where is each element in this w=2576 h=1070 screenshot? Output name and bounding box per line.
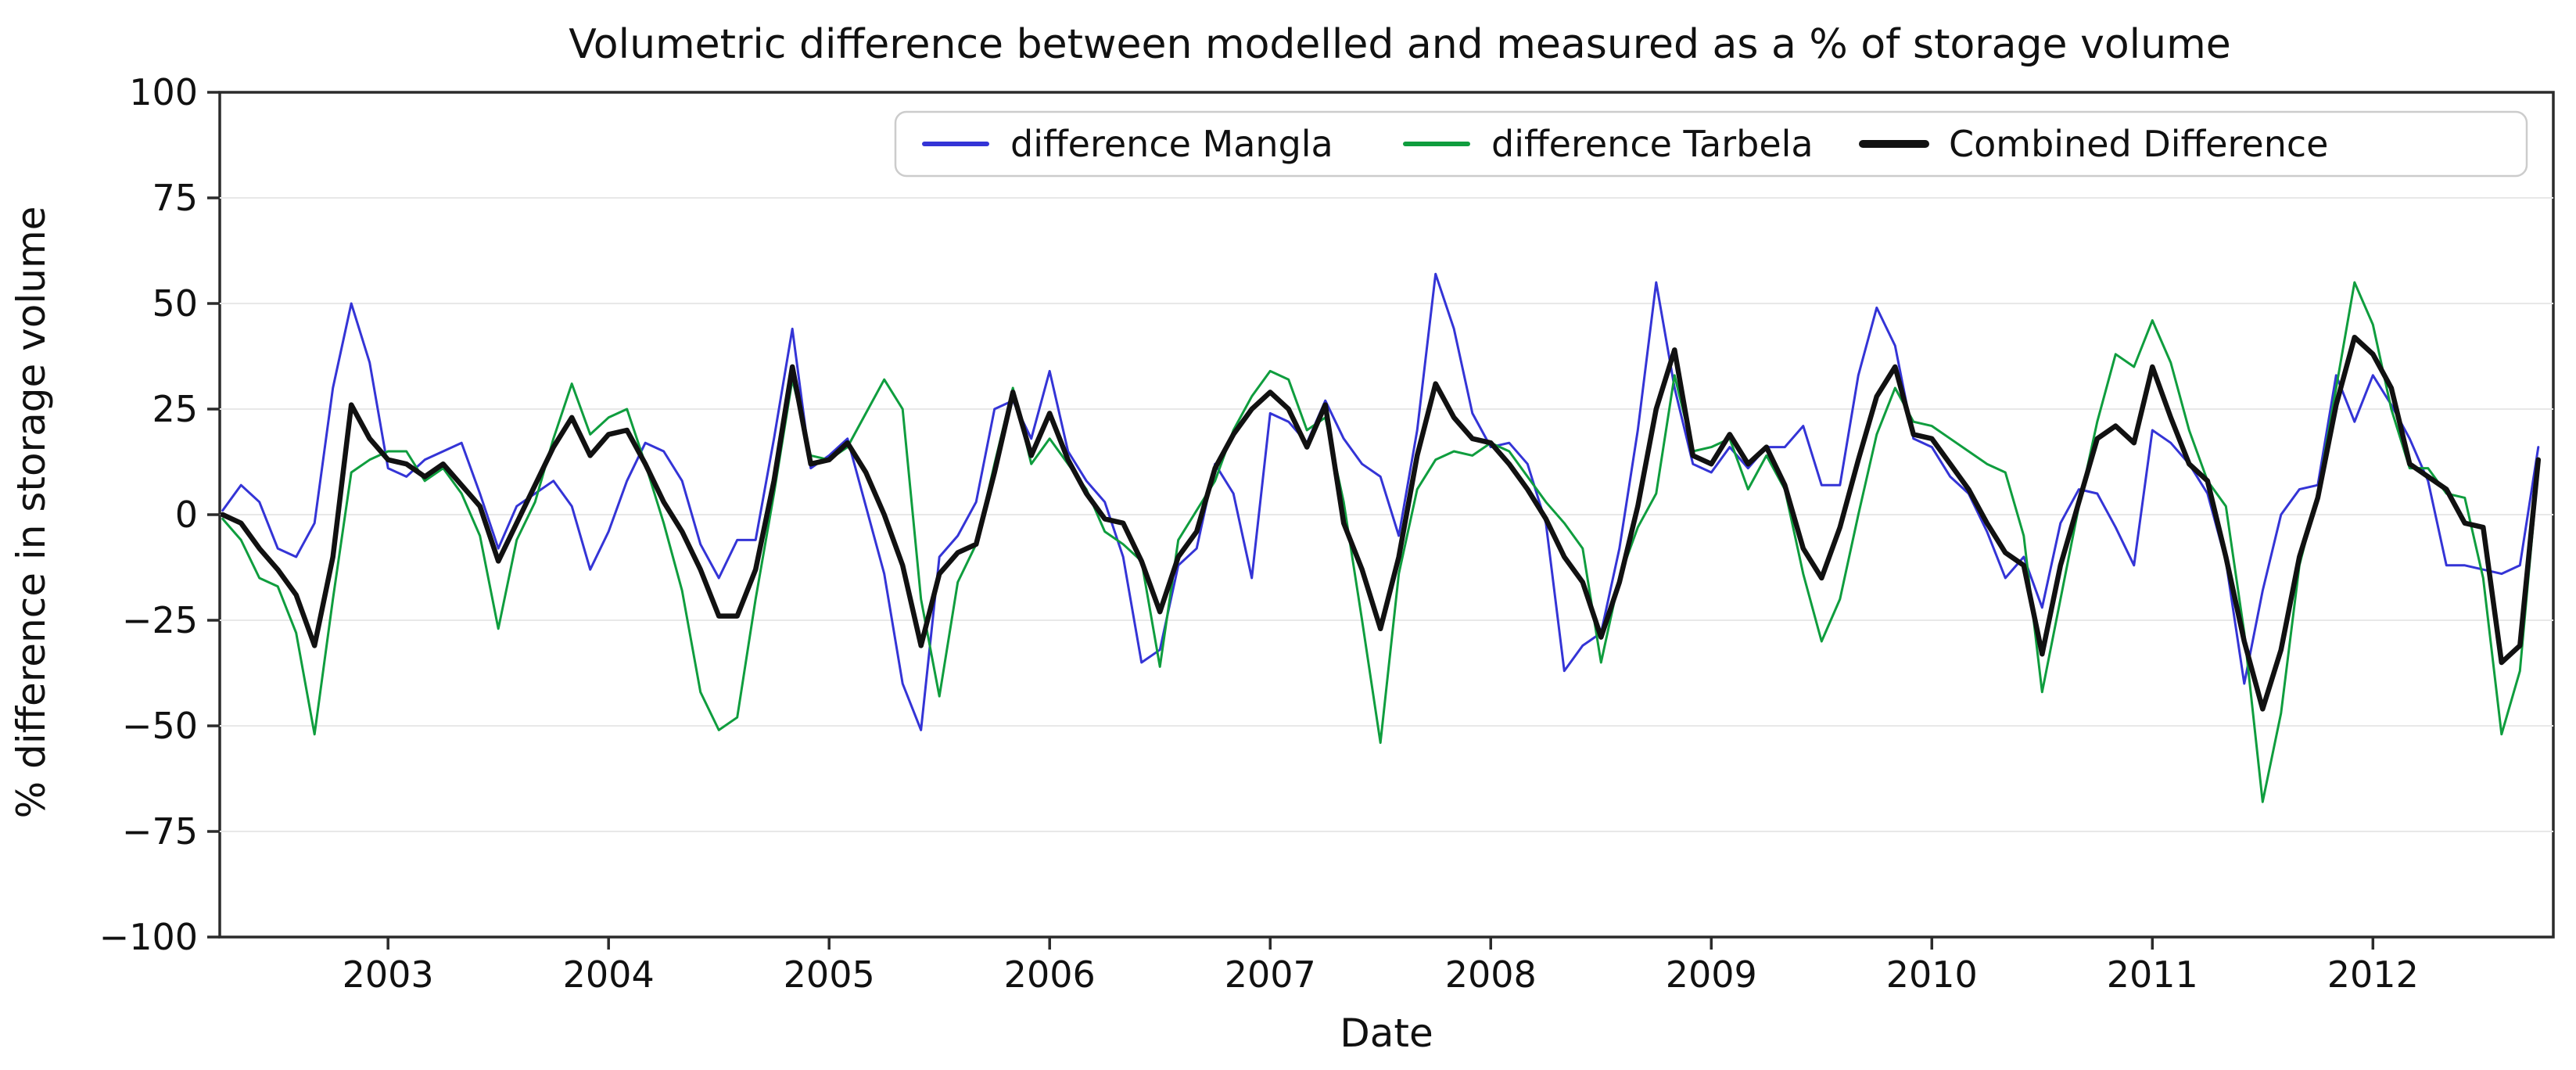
legend-box [894,110,2528,178]
series-line-combined-difference [220,334,2542,712]
y-tick-label--100: −100 [99,916,198,958]
x-axis-label: Date [1340,1011,1433,1056]
legend-label-tarbela: difference Tarbela [1491,123,1814,165]
y-tick-label-0: 0 [175,494,198,536]
y-tick-label-50: 50 [152,282,198,325]
x-tick-label-2003: 2003 [343,953,434,996]
y-tick-label--75: −75 [122,810,198,853]
series-line-difference-mangla [221,272,2540,731]
x-tick-label-2008: 2008 [1445,953,1537,996]
y-tick-label-75: 75 [152,177,198,219]
y-tick-label-25: 25 [152,388,198,430]
series-lines [220,272,2542,803]
legend-label-mangla: difference Mangla [1010,123,1333,165]
axis-ticks: 100 75 50 25 0 −25 −50 −75 −100 2003 2004 2005 2006 2… [99,71,2419,996]
chart-title: Volumetric difference between modelled a… [569,21,2230,68]
x-tick-label-2006: 2006 [1004,953,1096,996]
x-tick-label-2005: 2005 [784,953,875,996]
legend: difference Mangla difference Tarbela Com… [894,110,2528,178]
gridlines [220,197,2553,832]
series-line-difference-tarbela [221,281,2540,803]
y-tick-label-100: 100 [129,71,198,113]
x-tick-label-2010: 2010 [1886,953,1978,996]
x-tick-label-2007: 2007 [1225,953,1316,996]
y-tick-label--25: −25 [122,599,198,641]
x-tick-label-2011: 2011 [2107,953,2198,996]
legend-label-combined: Combined Difference [1949,123,2328,165]
x-tick-label-2004: 2004 [563,953,655,996]
y-tick-label--50: −50 [122,705,198,747]
y-axis-label: % difference in storage volume [9,206,54,819]
x-tick-label-2009: 2009 [1666,953,1757,996]
x-tick-label-2012: 2012 [2327,953,2419,996]
